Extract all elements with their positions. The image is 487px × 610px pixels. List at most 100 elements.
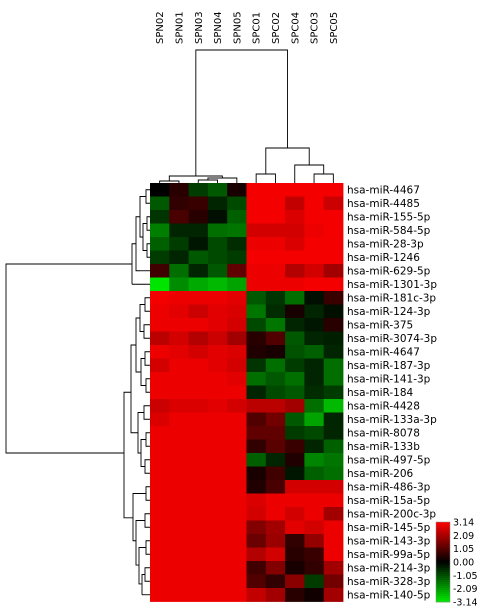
heatmap-cell <box>246 183 267 197</box>
heatmap-cell <box>150 399 170 413</box>
heatmap-cell <box>323 250 344 265</box>
heatmap-cell <box>188 480 209 494</box>
dendrogram-branch <box>145 378 150 393</box>
legend-swatch <box>436 590 450 593</box>
row-label: hsa-miR-328-3p <box>347 576 431 588</box>
heatmap-cell <box>188 372 209 386</box>
heatmap-cell <box>150 210 170 224</box>
heatmap-cell <box>169 183 189 197</box>
heatmap-cell <box>246 277 267 292</box>
heatmap-cell <box>246 237 267 251</box>
heatmap-cell <box>285 345 305 359</box>
heatmap-cell <box>207 318 228 332</box>
legend-swatch <box>436 550 450 553</box>
column-label: SPC05 <box>329 12 340 44</box>
dendrogram-branch <box>265 147 310 174</box>
heatmap-cell <box>304 358 325 373</box>
row-label: hsa-miR-141-3p <box>347 374 431 386</box>
heatmap-cell <box>227 318 247 332</box>
heatmap-cell <box>246 196 267 211</box>
heatmap-cell <box>169 345 189 359</box>
legend-swatch <box>436 546 450 549</box>
heatmap-cell <box>207 507 228 521</box>
heatmap-cell <box>304 480 325 494</box>
row-label: hsa-miR-4647 <box>347 347 420 359</box>
heatmap-cell <box>150 183 170 197</box>
heatmap-cell <box>207 561 228 575</box>
heatmap-cell <box>169 385 189 400</box>
row-label: hsa-miR-8078 <box>347 428 420 440</box>
heatmap-cell <box>207 493 228 508</box>
heatmap-cell <box>169 250 189 265</box>
row-label: hsa-miR-4485 <box>347 198 420 210</box>
heatmap-cell <box>227 250 247 265</box>
row-label: hsa-miR-133a-3p <box>347 414 437 426</box>
heatmap-cell <box>265 507 286 521</box>
heatmap-cell <box>188 358 209 373</box>
heatmap-cell <box>207 588 228 602</box>
heatmap-cell <box>188 291 209 305</box>
heatmap-cell <box>207 412 228 427</box>
heatmap-cell <box>265 439 286 454</box>
dendrogram-branch <box>197 179 219 183</box>
heatmap-cell <box>150 223 170 238</box>
heatmap-cell <box>207 453 228 467</box>
heatmap-cell <box>285 412 305 427</box>
heatmap-cell <box>323 385 344 400</box>
heatmap-cell <box>304 385 325 400</box>
heatmap-cell <box>265 210 286 224</box>
row-label: hsa-miR-584-5p <box>347 225 431 237</box>
heatmap-cell <box>323 264 344 278</box>
heatmap-cell <box>285 250 305 265</box>
legend-swatch <box>436 524 450 527</box>
heatmap-cell <box>246 399 267 413</box>
heatmap-cell <box>150 534 170 548</box>
row-label: hsa-miR-629-5p <box>347 266 431 278</box>
heatmap-cell <box>323 331 344 346</box>
heatmap-cell <box>246 385 267 400</box>
legend-swatch <box>436 522 450 525</box>
heatmap-cell <box>304 210 325 224</box>
heatmap-cell <box>285 291 305 305</box>
heatmap-cell <box>246 210 267 224</box>
heatmap-cell <box>188 520 209 535</box>
heatmap-cell <box>150 547 170 562</box>
heatmap-cell <box>207 372 228 386</box>
heatmap-cell <box>150 480 170 494</box>
row-label: hsa-miR-187-3p <box>347 360 431 372</box>
heatmap-cell <box>227 412 247 427</box>
legend-swatch <box>436 534 450 537</box>
heatmap-cell <box>169 291 189 305</box>
heatmap-cell <box>227 385 247 400</box>
heatmap-cell <box>227 547 247 562</box>
heatmap-cell <box>150 507 170 521</box>
heatmap-cell <box>188 210 209 224</box>
heatmap-cell <box>150 372 170 386</box>
row-label: hsa-miR-28-3p <box>347 239 424 251</box>
heatmap-cell <box>188 574 209 589</box>
heatmap-cell <box>207 466 228 481</box>
heatmap-cell <box>227 331 247 346</box>
heatmap-cell <box>304 574 325 589</box>
heatmap-cell <box>169 480 189 494</box>
heatmap-cell <box>285 399 305 413</box>
legend-swatch <box>436 578 450 581</box>
heatmap-cell <box>169 547 189 562</box>
heatmap-cell <box>323 345 344 359</box>
heatmap-cell <box>169 264 189 278</box>
row-label: hsa-miR-375 <box>347 320 413 332</box>
legend-swatch <box>436 564 450 567</box>
heatmap-cell <box>285 426 305 440</box>
legend-swatch <box>436 596 450 599</box>
heatmap-cell <box>246 372 267 386</box>
heatmap-cell <box>265 331 286 346</box>
heatmap-cell <box>246 453 267 467</box>
heatmap-cell <box>169 493 189 508</box>
legend-tick-label: -1.05 <box>453 571 478 582</box>
heatmap-cell <box>304 493 325 508</box>
heatmap-cell <box>227 534 247 548</box>
legend-swatch <box>436 544 450 547</box>
heatmap-cell <box>169 574 189 589</box>
heatmap-cell <box>188 196 209 211</box>
